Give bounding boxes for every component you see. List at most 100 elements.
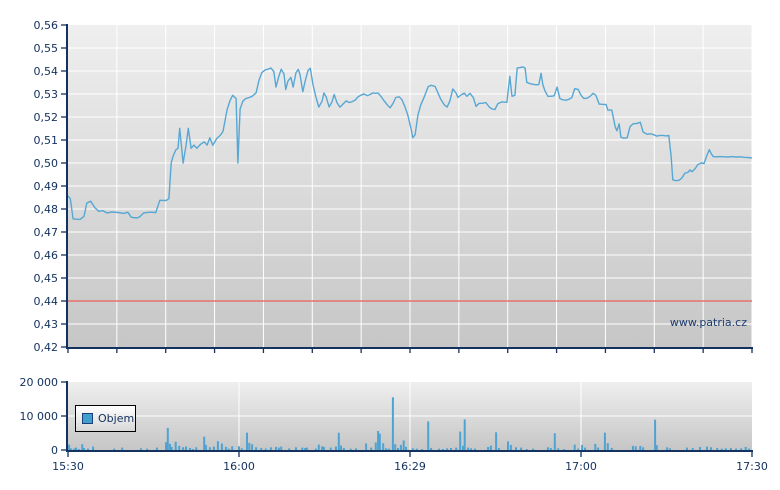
volume-bar — [255, 447, 258, 450]
volume-bar — [557, 448, 560, 450]
volume-bar — [515, 447, 517, 450]
volume-bar — [463, 419, 466, 450]
volume-bar — [174, 441, 177, 450]
volume-bar — [495, 432, 498, 450]
volume-bar — [169, 443, 171, 450]
volume-bar — [686, 447, 688, 450]
price-y-tick-label: 0,48 — [34, 203, 59, 216]
volume-bar — [378, 433, 381, 450]
volume-bar — [191, 449, 194, 450]
volume-bar — [269, 447, 272, 450]
volume-bar — [317, 444, 320, 450]
volume-bar — [748, 448, 751, 450]
volume-bar — [415, 448, 418, 450]
volume-bar — [203, 436, 206, 450]
volume-bar — [81, 444, 84, 450]
volume-bar — [321, 446, 324, 450]
volume-bar — [442, 449, 445, 450]
volume-bar — [227, 448, 230, 450]
volume-y-tick-label: 20 000 — [20, 376, 59, 389]
volume-legend-swatch-icon — [82, 413, 93, 424]
volume-bar — [146, 448, 149, 450]
price-y-tick-label: 0,56 — [34, 19, 59, 32]
volume-y-tick-label: 10 000 — [20, 410, 59, 423]
price-y-tick-label: 0,50 — [34, 157, 59, 170]
volume-bar — [597, 447, 600, 450]
volume-bar — [195, 447, 198, 450]
volume-bar — [251, 444, 254, 450]
volume-bar — [740, 448, 743, 450]
volume-bar — [402, 440, 405, 450]
volume-bar — [631, 445, 634, 450]
volume-bar — [365, 443, 368, 450]
volume-y-tick-label: 0 — [51, 444, 58, 457]
volume-bar — [185, 446, 187, 450]
volume-bar — [121, 447, 124, 450]
volume-bar — [744, 446, 747, 450]
volume-bar — [606, 443, 609, 450]
price-y-tick-label: 0,46 — [34, 249, 59, 262]
x-tick-label: 16:00 — [223, 460, 255, 473]
volume-bar — [377, 431, 380, 450]
volume-bar — [655, 445, 658, 450]
volume-bar — [113, 448, 116, 450]
x-tick-label: 17:00 — [565, 460, 597, 473]
volume-bar — [553, 433, 556, 450]
watermark: www.patria.cz — [669, 316, 747, 329]
x-tick-label: 17:30 — [736, 460, 768, 473]
volume-bar — [231, 446, 234, 450]
volume-bar — [421, 449, 423, 450]
volume-bar — [385, 448, 388, 450]
volume-bar — [334, 446, 337, 450]
volume-bar — [438, 448, 441, 450]
volume-bar — [155, 447, 158, 450]
volume-bar — [666, 447, 669, 450]
volume-bar — [474, 448, 476, 450]
volume-bar — [562, 449, 565, 450]
price-y-tick-label: 0,51 — [34, 134, 59, 147]
volume-bar — [342, 448, 345, 450]
volume-bar — [216, 441, 219, 450]
price-y-tick-label: 0,54 — [34, 65, 59, 78]
volume-bar — [411, 448, 414, 450]
volume-bar — [470, 448, 472, 450]
volume-bar — [354, 448, 357, 450]
volume-bar — [83, 448, 85, 450]
volume-bar — [405, 446, 407, 450]
volume-bar — [654, 419, 657, 450]
volume-bars — [68, 397, 751, 450]
volume-bar — [75, 447, 77, 450]
volume-bar — [329, 447, 332, 450]
volume-bar — [489, 445, 492, 450]
volume-bar — [288, 448, 291, 450]
x-tick-label: 15:30 — [52, 460, 84, 473]
volume-bar — [68, 444, 71, 450]
price-line — [67, 66, 753, 221]
volume-bar — [446, 448, 449, 450]
volume-bar — [305, 447, 308, 450]
volume-bar — [301, 447, 304, 450]
price-y-tick-label: 0,49 — [34, 180, 59, 193]
volume-bar — [735, 448, 737, 450]
volume-bar — [573, 444, 576, 450]
volume-bar — [520, 447, 523, 450]
volume-bar — [584, 447, 586, 450]
volume-bar — [497, 448, 500, 450]
volume-bar — [525, 449, 528, 450]
volume-bar — [639, 445, 642, 450]
volume-bar — [397, 448, 399, 450]
volume-legend-label: Objem — [98, 412, 135, 425]
volume-bar — [280, 446, 283, 450]
volume-bar — [208, 447, 211, 450]
volume-bar — [729, 448, 732, 450]
volume-bar — [248, 442, 251, 450]
volume-bar — [691, 448, 694, 450]
volume-bar — [275, 446, 277, 450]
volume-bar — [374, 442, 377, 450]
volume-bar — [382, 443, 385, 450]
volume-bar — [340, 445, 342, 450]
volume-bar — [69, 448, 72, 450]
volume-bar — [427, 421, 430, 450]
volume-bar — [581, 444, 584, 450]
